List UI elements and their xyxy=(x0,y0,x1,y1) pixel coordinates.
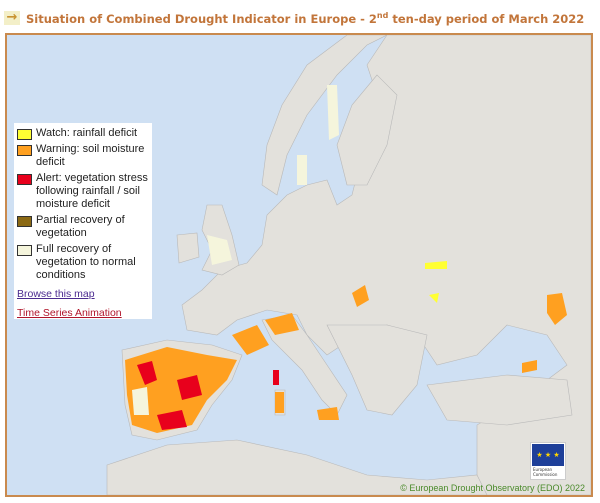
drought-romania xyxy=(352,285,369,307)
recovery-scandinavia xyxy=(297,85,339,185)
land-turkey xyxy=(426,374,573,426)
swatch-full-recovery xyxy=(17,245,32,256)
drought-iberia-recovery xyxy=(132,387,149,415)
european-commission-logo: ★ ★ ★ European Commission xyxy=(530,442,566,480)
arrow-right-icon: → xyxy=(4,11,20,25)
map-legend: Watch: rainfall deficit Warning: soil mo… xyxy=(14,123,152,319)
drought-corsica xyxy=(273,370,279,385)
legend-item-alert: Alert: vegetation stress following rainf… xyxy=(17,172,149,211)
eu-flag-icon: ★ ★ ★ xyxy=(532,444,564,466)
land-italy xyxy=(261,314,348,416)
land-north xyxy=(181,35,591,495)
browse-map-link[interactable]: Browse this map xyxy=(17,288,95,300)
drought-ukraine-watch xyxy=(425,261,447,303)
legend-item-partial-recovery: Partial recovery of vegetation xyxy=(17,214,149,240)
land-africa xyxy=(106,439,488,495)
title-text: Situation of Combined Drought Indicator … xyxy=(26,10,585,26)
land-balkans xyxy=(326,324,428,416)
copyright-credit: © European Drought Observatory (EDO) 202… xyxy=(400,483,585,493)
swatch-watch xyxy=(17,129,32,140)
legend-item-watch: Watch: rainfall deficit xyxy=(17,127,149,140)
swatch-partial-recovery xyxy=(17,216,32,227)
legend-item-full-recovery: Full recovery of vegetation to normal co… xyxy=(17,243,149,282)
drought-france-south xyxy=(232,325,269,355)
drought-italy xyxy=(265,313,299,335)
page-title: → Situation of Combined Drought Indicato… xyxy=(4,8,584,28)
drought-sardinia xyxy=(275,392,284,413)
swatch-alert xyxy=(17,174,32,185)
swatch-warning xyxy=(17,145,32,156)
recovery-britain xyxy=(207,235,232,265)
drought-caucasus xyxy=(547,293,567,325)
drought-sicily xyxy=(317,407,339,420)
drought-map[interactable]: Watch: rainfall deficit Warning: soil mo… xyxy=(5,33,593,497)
time-series-animation-link[interactable]: Time Series Animation xyxy=(17,307,122,319)
land-scandinavia xyxy=(261,35,388,196)
drought-syria xyxy=(522,360,537,373)
land-finland xyxy=(336,74,398,186)
land-ireland xyxy=(176,232,200,264)
drought-iberia-alert xyxy=(137,361,202,430)
drought-areas xyxy=(125,85,567,433)
legend-item-warning: Warning: soil moisture deficit xyxy=(17,143,149,169)
map-canvas[interactable] xyxy=(7,35,591,495)
